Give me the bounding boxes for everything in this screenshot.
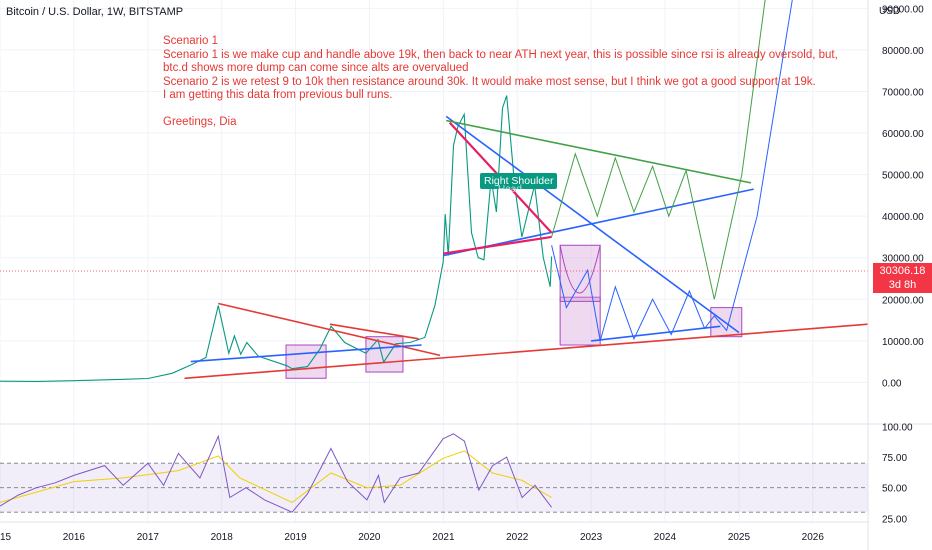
time-tick-label: 2021 (432, 532, 455, 543)
head-label-ghost: Head (498, 184, 522, 195)
trendline-blue (190, 344, 422, 363)
annotation-line: Scenario 1 (163, 35, 218, 47)
currency-label: USD (879, 6, 900, 17)
price-tick-label: 70000.00 (882, 87, 924, 98)
trendline-red (184, 323, 869, 380)
price-tick-label: 60000.00 (882, 129, 924, 140)
grid (0, 0, 868, 522)
price-tick-label: 90000.00 (882, 4, 924, 15)
symbol-title[interactable]: Bitcoin / U.S. Dollar, 1W, BITSTAMP (6, 6, 184, 18)
annotation-text[interactable]: Scenario 1 Scenario 1 is we make cup and… (163, 35, 843, 130)
price-line (0, 95, 553, 382)
right-shoulder-text: Right Shoulder (484, 175, 554, 187)
trendline-blue (591, 325, 721, 342)
trendline-blue (445, 115, 740, 334)
last-price-value: 30306.18 (879, 265, 926, 277)
price-tick-label: 10000.00 (882, 337, 924, 348)
price-tick-label: 40000.00 (882, 212, 924, 223)
time-tick-label: 2024 (654, 532, 677, 543)
time-tick-label: 2017 (137, 532, 160, 543)
price-tick-label: 80000.00 (882, 46, 924, 57)
time-tick-label: 2016 (63, 532, 86, 543)
price-series (0, 95, 553, 382)
right-shoulder-label[interactable]: Right Shoulder Head (480, 173, 558, 195)
annotation-line: Scenario 2 is we retest 9 to 10k then re… (163, 75, 816, 88)
annotation-line (163, 103, 843, 117)
rsi-panel (0, 433, 868, 513)
countdown-value: 3d 8h (888, 279, 917, 291)
price-tick-label: 20000.00 (882, 295, 924, 306)
rsi-ma-line (0, 450, 552, 503)
projection-path-green (551, 0, 766, 300)
price-tick-label: 50000.00 (882, 171, 924, 182)
time-tick-label: 2020 (358, 532, 381, 543)
annotation-line: btc.d shows more dump can come since alt… (163, 62, 469, 74)
time-tick-label: 2026 (802, 532, 825, 543)
annotation-line: Greetings, Dia (163, 116, 237, 128)
zone-box (710, 307, 743, 338)
time-tick-label: 2015 (0, 532, 12, 543)
rsi-tick-label: 25.00 (882, 514, 907, 525)
last-price-badge: 30306.18 3d 8h (873, 263, 932, 293)
rsi-tick-label: 50.00 (882, 484, 907, 495)
rsi-line (0, 433, 552, 513)
time-tick-label: 2019 (284, 532, 307, 543)
cup-shape (559, 245, 601, 294)
price-tick-label: 30000.00 (882, 254, 924, 265)
trendline-green (446, 119, 752, 184)
rsi-axis[interactable]: 25.00 50.00 75.00 100.00 (882, 422, 913, 525)
time-tick-label: 2023 (580, 532, 603, 543)
price-tick-label: 0.00 (882, 378, 902, 389)
annotation-line: Scenario 1 is we make cup and handle abo… (163, 48, 838, 61)
zone-box (285, 344, 327, 379)
annotation-line: I am getting this data from previous bul… (163, 89, 393, 101)
time-axis[interactable]: 2015 2016 2017 2018 2019 2020 2021 2022 2023 2024… (0, 532, 824, 543)
projection-path-blue (551, 0, 793, 342)
time-tick-label: 2025 (728, 532, 751, 543)
time-tick-label: 2022 (506, 532, 529, 543)
price-axis[interactable]: 0.00 10000.00 20000.00 30000.00 40000.00 5000… (882, 4, 924, 389)
rsi-tick-label: 75.00 (882, 453, 907, 464)
trendline-red (329, 323, 419, 340)
trendline-pink (443, 235, 552, 255)
rsi-tick-label: 100.00 (882, 422, 913, 433)
time-tick-label: 2018 (211, 532, 234, 543)
